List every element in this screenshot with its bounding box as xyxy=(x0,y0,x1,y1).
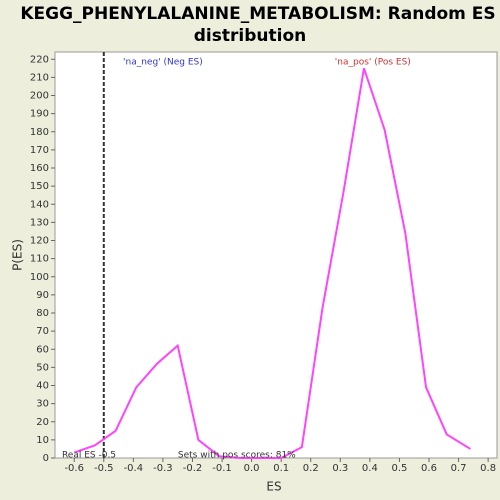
y-tick-label: 160 xyxy=(30,163,49,174)
x-tick-label: 0.6 xyxy=(421,463,437,474)
y-tick-label: 70 xyxy=(36,326,49,337)
x-tick-label: -0.2 xyxy=(183,463,203,474)
y-tick-label: 190 xyxy=(30,109,49,120)
y-tick-label: 50 xyxy=(36,362,49,373)
y-tick-label: 40 xyxy=(36,381,49,392)
y-tick-label: 10 xyxy=(36,435,49,446)
x-tick-label: 0.8 xyxy=(480,463,496,474)
y-tick-label: 220 xyxy=(30,54,49,65)
annotation: 'na_pos' (Pos ES) xyxy=(335,58,411,68)
y-axis-label: P(ES) xyxy=(11,239,25,271)
y-tick-label: 110 xyxy=(30,254,49,265)
y-tick-label: 0 xyxy=(43,453,49,464)
y-tick-label: 180 xyxy=(30,127,49,138)
chart-title: KEGG_PHENYLALANINE_METABOLISM: Random ES xyxy=(20,4,495,24)
annotation: Sets with pos scores: 81% xyxy=(178,451,296,461)
x-tick-label: -0.1 xyxy=(212,463,232,474)
x-tick-label: 0.1 xyxy=(273,463,289,474)
x-tick-label: -0.6 xyxy=(64,463,84,474)
y-tick-label: 140 xyxy=(30,199,49,210)
x-axis-label: ES xyxy=(266,480,281,494)
x-tick-label: 0.7 xyxy=(451,463,467,474)
y-tick-label: 210 xyxy=(30,72,49,83)
x-tick-label: 0.5 xyxy=(391,463,407,474)
y-tick-label: 100 xyxy=(30,272,49,283)
y-tick-label: 200 xyxy=(30,91,49,102)
y-tick-label: 90 xyxy=(36,290,49,301)
y-tick-label: 30 xyxy=(36,399,49,410)
x-tick-label: 0.0 xyxy=(244,463,260,474)
annotation: Real ES -0.5 xyxy=(62,451,116,461)
annotation: 'na_neg' (Neg ES) xyxy=(123,58,203,68)
x-tick-label: 0.4 xyxy=(362,463,378,474)
series-line xyxy=(73,67,471,459)
y-tick-label: 170 xyxy=(30,145,49,156)
x-tick-label: -0.4 xyxy=(124,463,144,474)
y-tick-label: 80 xyxy=(36,308,49,319)
x-tick-label: 0.3 xyxy=(332,463,348,474)
plot-area xyxy=(54,51,498,459)
x-tick-label: -0.5 xyxy=(94,463,114,474)
x-tick-label: 0.2 xyxy=(303,463,319,474)
y-tick-label: 130 xyxy=(30,217,49,228)
y-tick-label: 20 xyxy=(36,417,49,428)
y-tick-label: 120 xyxy=(30,236,49,247)
chart-title: distribution xyxy=(194,26,306,46)
y-tick-label: 60 xyxy=(36,344,49,355)
x-tick-label: -0.3 xyxy=(153,463,173,474)
y-tick-label: 150 xyxy=(30,181,49,192)
